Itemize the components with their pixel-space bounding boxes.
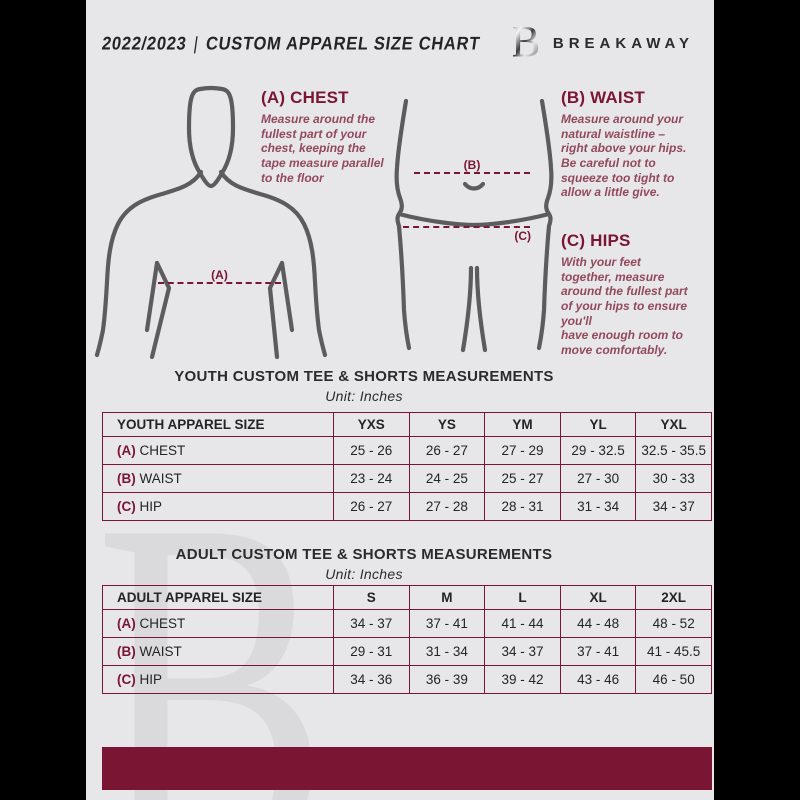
svg-text:B: B [513,23,540,63]
